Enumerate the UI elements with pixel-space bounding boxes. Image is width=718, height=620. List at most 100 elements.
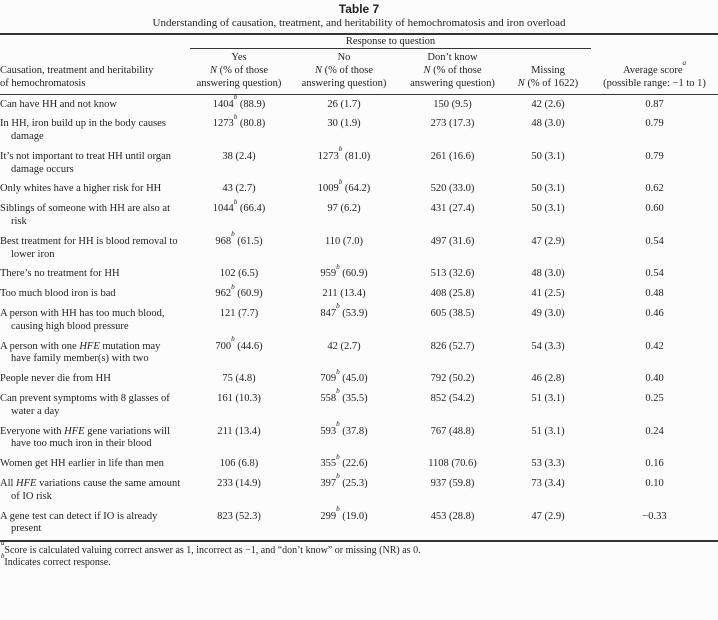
table-row: Can prevent symptoms with 8 glasses of w… [0,387,718,423]
table-row: In HH, iron build up in the body causes … [0,112,718,148]
correct-response-marker: b [336,302,340,311]
missing-cell: 51 (3.1) [531,393,565,405]
dont-know-header-label: Don’t know [427,52,478,63]
question-label: Can prevent symptoms with 8 glasses of w… [0,393,170,417]
missing-cell: 54 (3.3) [531,340,565,352]
average-score-cell: 0.16 [645,458,664,470]
dont-know-cell: 453 (28.8) [430,510,475,522]
missing-header-denominator: N (% of 1622) [517,78,579,89]
italic-n: N [517,78,525,89]
yes-cell: 102 (6.5) [219,268,259,280]
dont-know-cell: 497 (31.6) [430,235,475,247]
yes-cell: 121 (7.7) [219,308,259,320]
table-caption: Understanding of causation, treatment, a… [152,17,566,29]
dont-know-cell: 767 (48.8) [430,425,475,437]
correct-response-marker: b [336,419,340,428]
yes-cell: 211 (13.4) [217,425,261,437]
correct-response-marker: b [336,262,340,271]
average-score-cell: 0.87 [645,98,664,110]
no-header-line3: answering question) [301,78,387,89]
missing-cell: 48 (3.0) [531,268,565,280]
no-cell: 211 (13.4) [322,288,366,300]
question-label: There’s no treatment for HH [0,268,120,280]
question-label: People never die from HH [0,373,111,385]
correct-response-marker: b [233,112,238,121]
footnote-b-marker: b [1,552,5,560]
no-column-header: No N (% of those answering question) [288,48,400,95]
average-score-cell: 0.10 [645,478,664,490]
missing-cell: 49 (3.0) [531,308,565,320]
dont-know-cell: 792 (50.2) [430,373,475,385]
no-cell: 397b (25.3) [320,472,368,490]
dont-know-cell: 513 (32.6) [430,268,475,280]
missing-cell: 46 (2.8) [531,373,565,385]
yes-cell: 823 (52.3) [217,510,261,522]
yes-cell: 1404b (88.9) [212,92,266,110]
correct-response-marker: b [336,504,340,513]
missing-cell: 53 (3.3) [531,458,565,470]
table-row: Everyone with HFE gene variations will h… [0,419,718,455]
yes-cell: 962b (60.9) [215,282,263,300]
average-score-column-header: Average scorea (possible range: −1 to 1) [591,48,718,95]
average-score-cell: 0.62 [645,183,664,195]
missing-cell: 42 (2.6) [531,98,565,110]
table-row: A person with one HFE mutation may have … [0,334,718,370]
yes-header-line3: answering question) [196,78,282,89]
dont-know-cell: 150 (9.5) [433,98,472,110]
question-label: Siblings of someone with HH are also at … [0,203,171,228]
table-row: It’s not important to treat HH until org… [0,146,718,180]
column-header-row: Causation, treatment and heritability of… [0,48,718,95]
average-score-header-range: (possible range: −1 to 1) [603,78,706,89]
yes-cell: 700b (44.6) [215,334,263,352]
missing-cell: 48 (3.0) [531,118,565,130]
average-score-cell: 0.48 [645,288,664,300]
yes-column-header: Yes N (% of those answering question) [190,48,288,95]
correct-response-marker: b [231,334,235,343]
question-label: A person with HH has too much blood, cau… [0,308,165,332]
footnote-b: bIndicates correct response. [1,553,718,570]
question-label: Everyone with HFE gene variations will h… [0,425,171,450]
average-score-cell: 0.40 [645,373,664,385]
no-header-denominator: N (% of those [314,65,374,76]
average-score-cell: 0.25 [645,393,664,405]
dont-know-cell: 937 (59.8) [430,478,475,490]
spanner-label: Response to question [345,36,436,47]
dont-know-cell: 408 (25.8) [430,288,475,300]
correct-response-marker: b [336,452,340,461]
dont-know-cell: 605 (38.5) [430,308,475,320]
average-score-cell: 0.24 [645,425,664,437]
footnote-a-marker: a [1,540,5,548]
table-number-title: Table 7 [338,2,380,16]
dont-know-cell: 261 (16.6) [430,150,475,162]
no-cell: 299b (19.0) [320,504,368,522]
no-cell: 42 (2.7) [327,340,361,352]
yes-cell: 1273b (80.8) [212,112,266,130]
average-score-cell: 0.54 [645,235,664,247]
dont-know-header-denominator: N (% of those [423,65,482,76]
stub-header-line2: of hemochromatosis [0,78,86,89]
average-score-cell: 0.60 [645,203,664,215]
no-cell: 1009b (64.2) [317,177,371,195]
correct-response-marker: b [231,230,235,239]
missing-cell: 50 (3.1) [531,203,565,215]
correct-response-marker: b [233,197,238,206]
italic-n: N [423,65,431,76]
table-row: Can have HH and not know 1404b (88.9) 26 (… [0,92,718,115]
table-row: A gene test can detect if IO is already … [0,504,718,541]
question-label: Women get HH earlier in life than men [0,458,164,470]
no-cell: 558b (35.5) [320,387,368,405]
response-to-question-spanner: Response to question [190,34,591,49]
missing-cell: 51 (3.1) [531,425,565,437]
no-cell: 355b (22.6) [320,452,368,470]
no-cell: 110 (7.0) [324,235,364,247]
yes-header-label: Yes [231,52,247,63]
yes-cell: 233 (14.9) [217,478,261,490]
correct-response-marker: b [231,282,235,291]
stub-header-line1: Causation, treatment and heritability [0,65,154,76]
dont-know-cell: 431 (27.4) [430,203,475,215]
average-score-cell: 0.79 [645,150,664,162]
average-score-cell: 0.54 [645,268,664,280]
correct-response-marker: b [336,472,340,481]
table-header: Response to question Causation, treatmen… [0,34,718,95]
average-score-header-label: Average scorea [622,59,687,76]
